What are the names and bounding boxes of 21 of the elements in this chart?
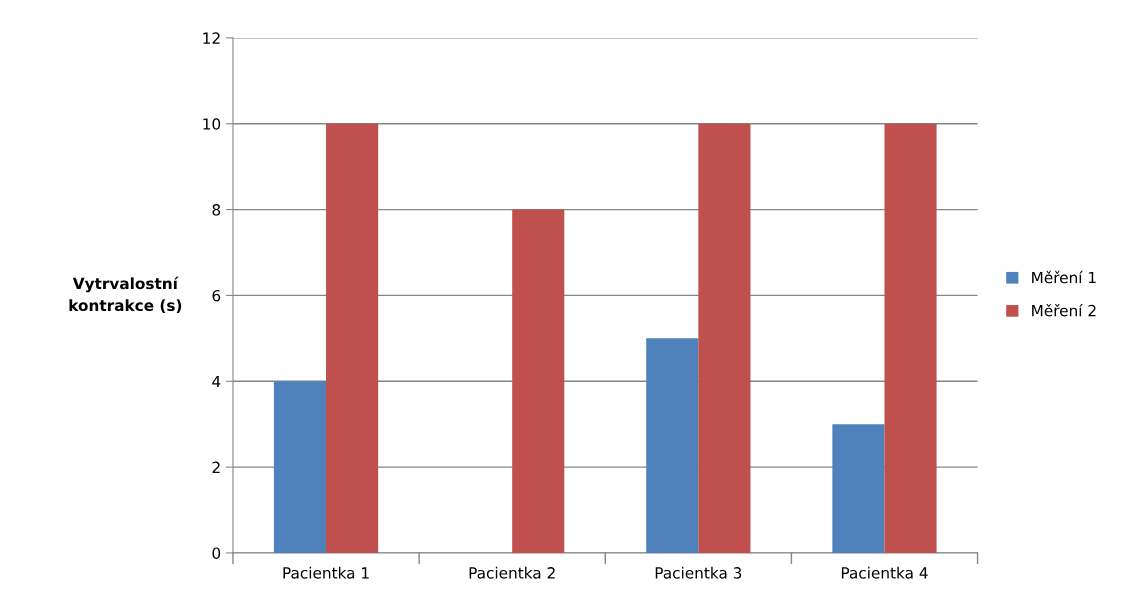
x-tick-label: Pacientka 1 — [283, 566, 369, 579]
bar — [273, 381, 327, 553]
legend-label: Měření 1 — [1032, 270, 1096, 284]
bar — [698, 123, 751, 553]
bar — [646, 338, 699, 553]
x-tick-label: Pacientka 3 — [655, 566, 742, 579]
legend-label: Měření 2 — [1032, 303, 1096, 317]
y-tick-label: 8 — [212, 204, 221, 216]
x-tick-label: Pacientka 2 — [469, 566, 555, 579]
y-tick-label: 12 — [203, 32, 220, 44]
y-tick-label: 0 — [212, 547, 221, 559]
bar — [884, 123, 937, 553]
y-tick-label: 6 — [212, 289, 221, 302]
y-axis-title: Vytrvalostní kontrakce (s) — [69, 276, 182, 313]
y-tick-label: 4 — [212, 375, 221, 388]
y-tick-label: 2 — [212, 461, 220, 473]
y-tick-label: 10 — [203, 118, 221, 130]
bar — [832, 424, 885, 553]
bar — [326, 123, 379, 553]
x-tick-label: Pacientka 4 — [841, 566, 928, 579]
bar — [512, 209, 565, 553]
